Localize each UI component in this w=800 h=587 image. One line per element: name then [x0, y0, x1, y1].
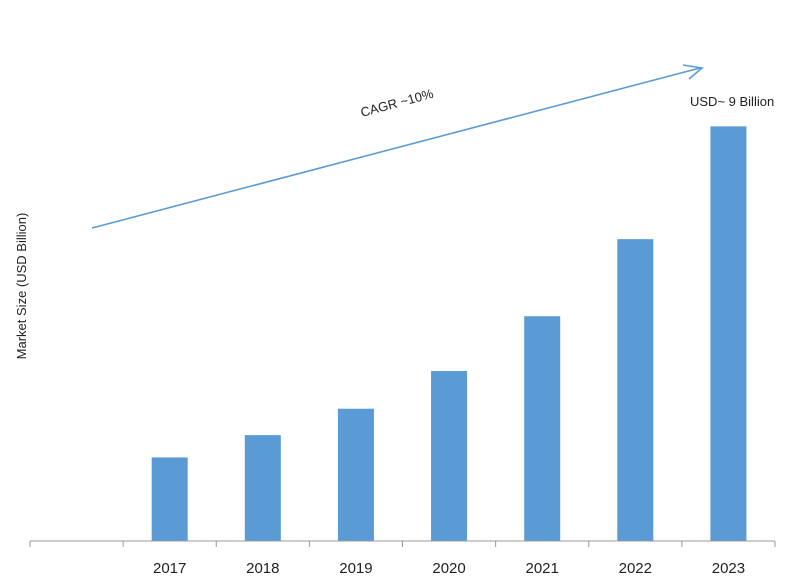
cagr-arrow	[91, 64, 704, 229]
x-tick-label-2017: 2017	[153, 560, 186, 577]
x-tick-labels: 2017 2018 2019 2020 2021 2022 2023	[153, 560, 745, 577]
x-tick-label-2022: 2022	[619, 560, 652, 577]
x-tick-label-2018: 2018	[246, 560, 279, 577]
bar-2022	[617, 239, 654, 542]
cagr-arrow-head	[682, 64, 704, 80]
x-tick-label-2020: 2020	[432, 560, 465, 577]
y-axis-label: Market Size (USD Billion)	[14, 213, 29, 360]
bar-2017	[151, 457, 188, 541]
bar-2023	[710, 126, 747, 542]
bar-2020	[431, 371, 468, 541]
bar-2018	[244, 435, 281, 541]
cagr-arrow-shaft	[91, 67, 701, 229]
final-value-label: USD~ 9 Billion	[690, 94, 774, 109]
x-tick-label-2021: 2021	[526, 560, 559, 577]
x-tick-marks	[29, 541, 776, 547]
cagr-label: CAGR ~10%	[359, 86, 436, 120]
x-tick-label-2019: 2019	[339, 560, 372, 577]
x-tick-label-2023: 2023	[712, 560, 745, 577]
bar-2021	[524, 316, 561, 541]
bars-group	[151, 126, 747, 542]
bar-2019	[337, 408, 374, 541]
